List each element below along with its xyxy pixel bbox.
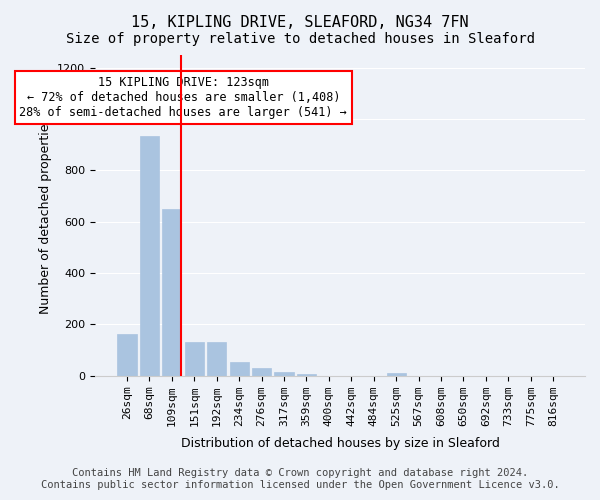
Text: 15, KIPLING DRIVE, SLEAFORD, NG34 7FN: 15, KIPLING DRIVE, SLEAFORD, NG34 7FN — [131, 15, 469, 30]
Bar — [185, 342, 204, 376]
Y-axis label: Number of detached properties: Number of detached properties — [39, 117, 52, 314]
Text: Contains HM Land Registry data © Crown copyright and database right 2024.
Contai: Contains HM Land Registry data © Crown c… — [41, 468, 559, 490]
Bar — [140, 136, 159, 376]
Bar — [230, 362, 248, 376]
Bar — [252, 368, 271, 376]
Bar — [207, 342, 226, 376]
Bar — [297, 374, 316, 376]
Bar — [274, 372, 293, 376]
X-axis label: Distribution of detached houses by size in Sleaford: Distribution of detached houses by size … — [181, 437, 500, 450]
Text: 15 KIPLING DRIVE: 123sqm
← 72% of detached houses are smaller (1,408)
28% of sem: 15 KIPLING DRIVE: 123sqm ← 72% of detach… — [19, 76, 347, 119]
Bar — [118, 334, 137, 376]
Text: Size of property relative to detached houses in Sleaford: Size of property relative to detached ho… — [65, 32, 535, 46]
Bar — [163, 210, 181, 376]
Bar — [386, 372, 406, 376]
